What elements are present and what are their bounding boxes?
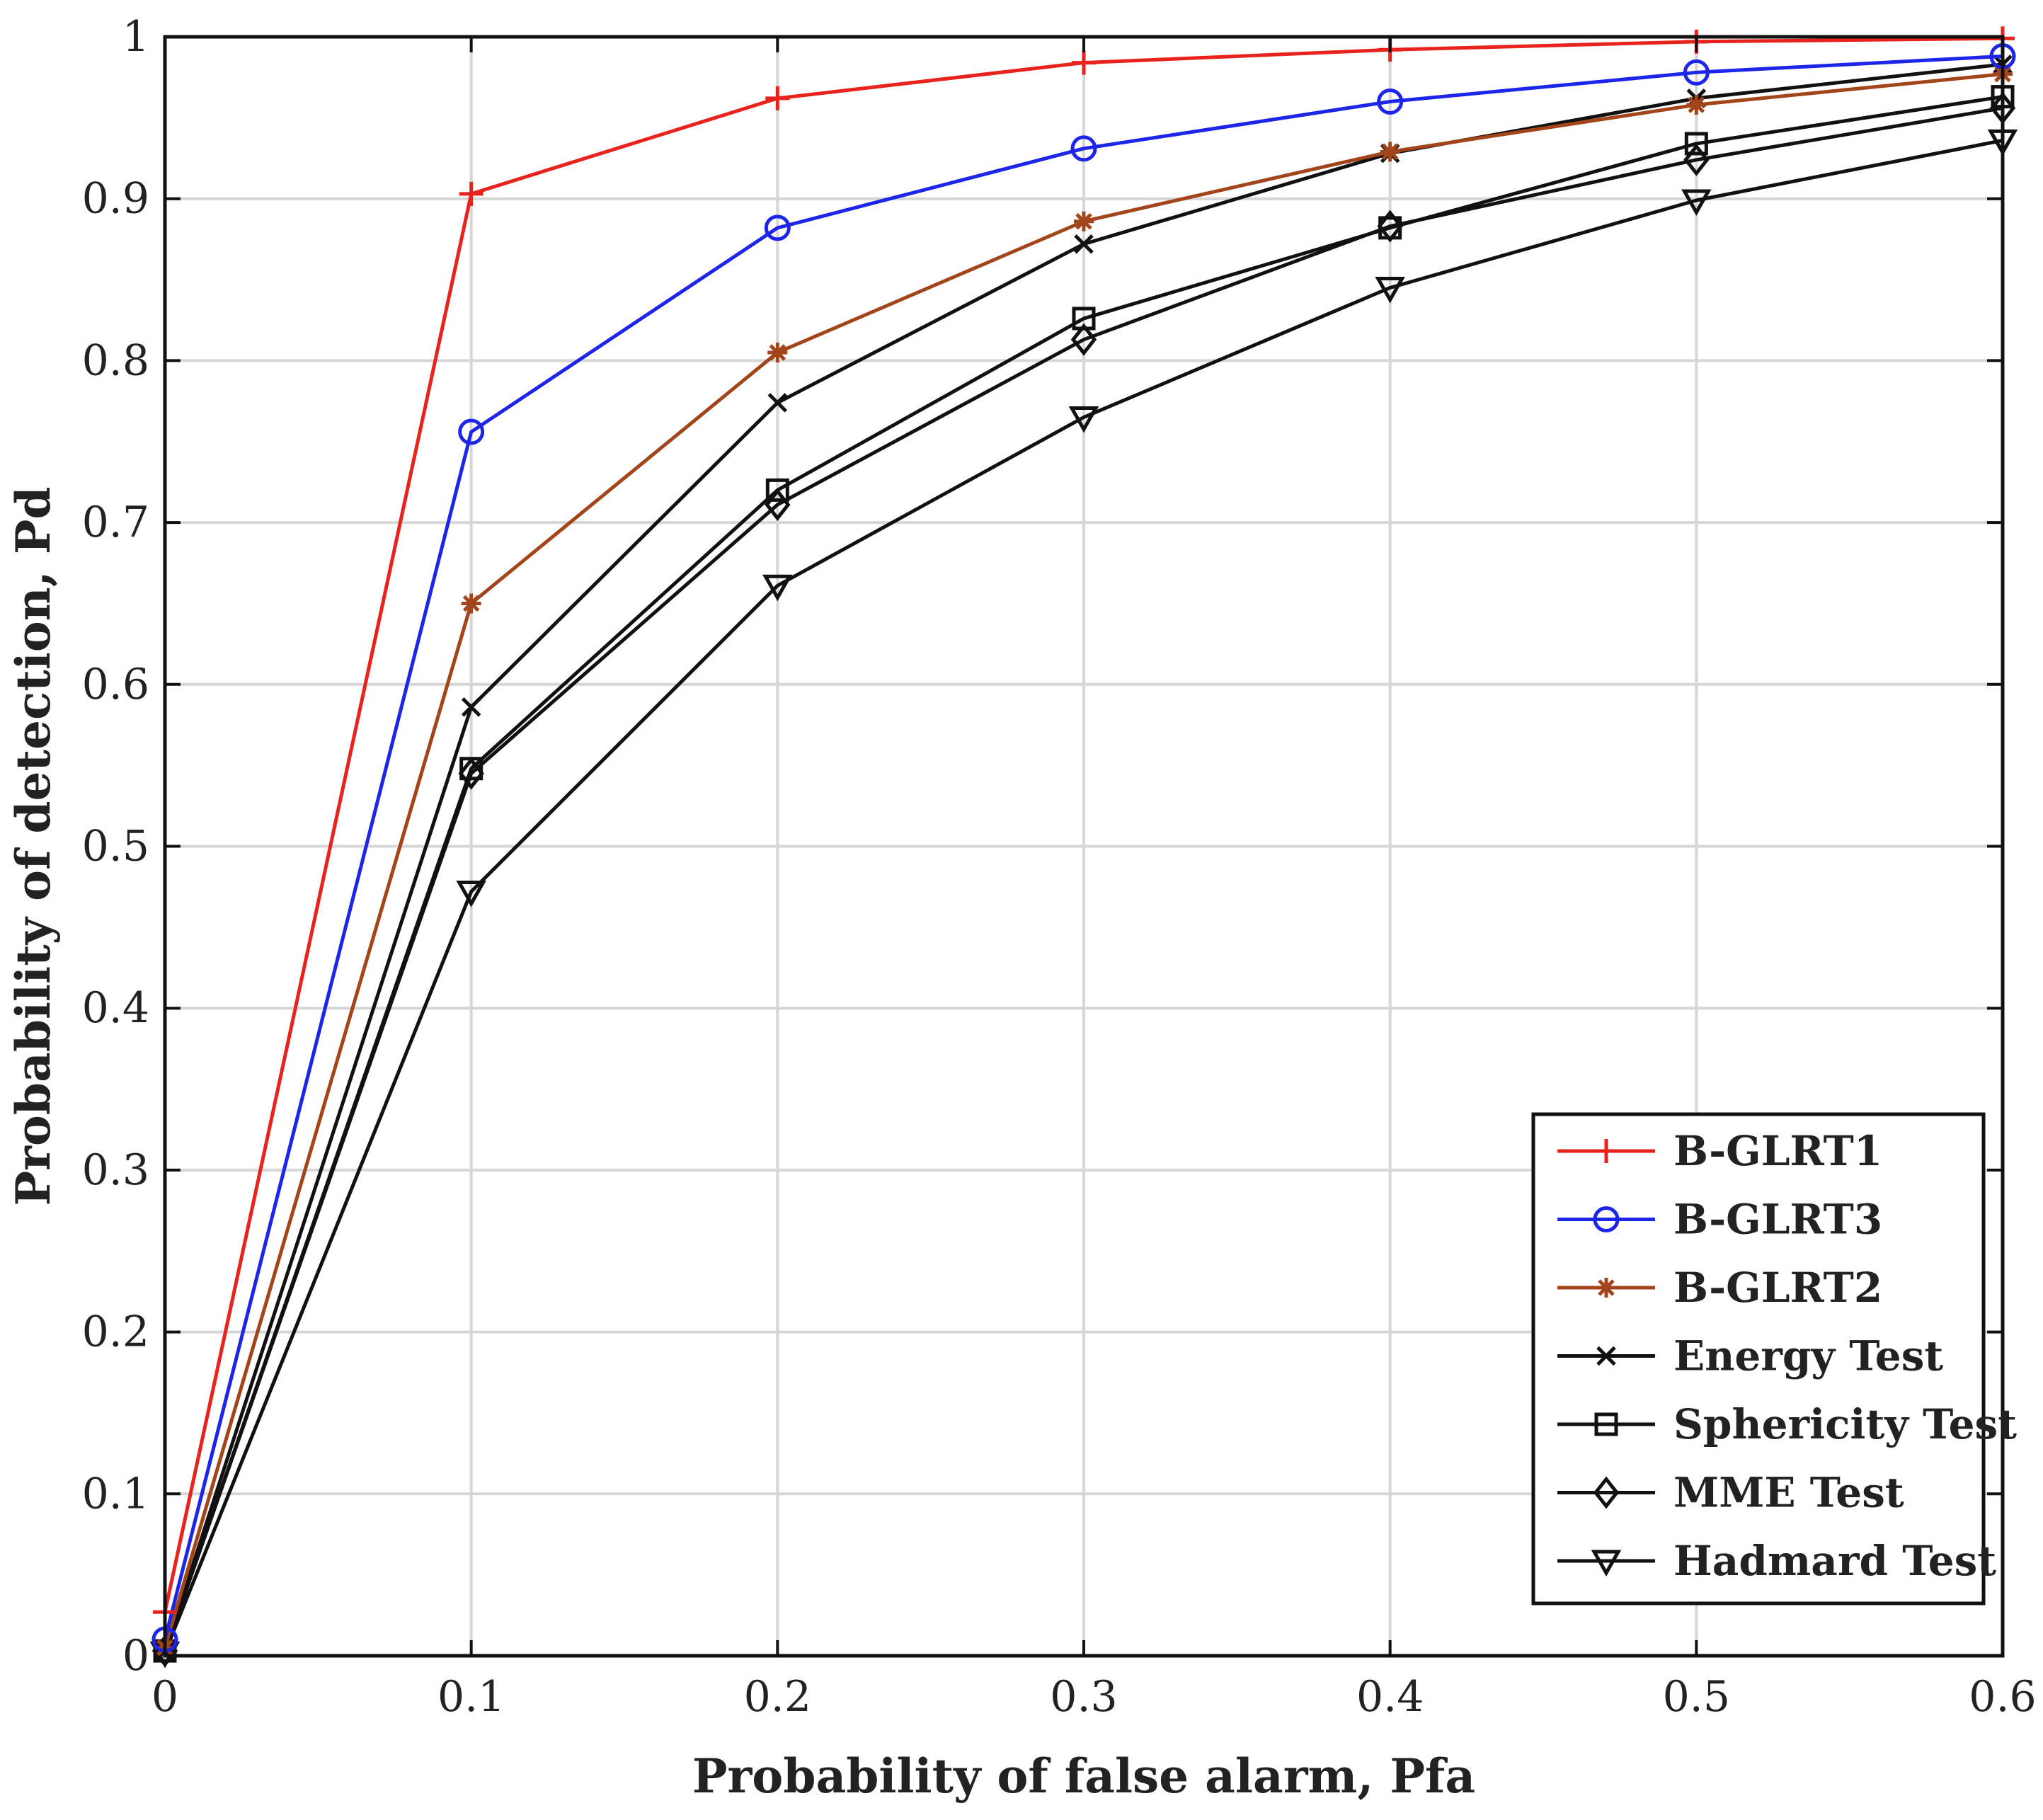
y-tick-label: 0 bbox=[122, 1631, 149, 1681]
data-point-mme-test bbox=[1070, 323, 1097, 356]
legend-entry-b-glrt3: B-GLRT3 bbox=[1557, 1196, 1882, 1244]
data-point-sphericity-test bbox=[1072, 307, 1096, 331]
data-point-hadmard-test bbox=[456, 881, 486, 908]
data-point-b-glrt2 bbox=[461, 593, 481, 614]
series-line-b-glrt3 bbox=[163, 54, 2003, 1640]
x-tick-label: 0.2 bbox=[744, 1672, 811, 1722]
y-tick-label: 0.8 bbox=[82, 336, 149, 385]
data-point-sphericity-test bbox=[1684, 132, 1708, 156]
series-line-hadmard-test bbox=[163, 138, 2003, 1654]
axis-ticks: 0 0.1 0.2 0.3 0.4 0.5 0.6 0 0.1 0.2 0.3 0.4 0.5 0.6 0.… bbox=[82, 12, 2037, 1722]
series-line-sphericity-test bbox=[163, 95, 2003, 1652]
y-tick-label: 1 bbox=[122, 12, 149, 62]
legend-label: MME Test bbox=[1673, 1469, 1904, 1517]
legend-label: B-GLRT3 bbox=[1673, 1196, 1882, 1244]
data-point-mme-test bbox=[1683, 143, 1710, 176]
legend-marker bbox=[1596, 1346, 1616, 1366]
data-point-b-glrt3 bbox=[458, 418, 485, 445]
x-tick-label: 0.6 bbox=[1969, 1672, 2036, 1722]
data-point-sphericity-test bbox=[1378, 216, 1402, 240]
data-point-b-glrt1 bbox=[459, 181, 483, 206]
data-point-hadmard-test bbox=[1375, 276, 1405, 304]
data-point-hadmard-test bbox=[762, 574, 793, 602]
legend-label: B-GLRT2 bbox=[1673, 1264, 1882, 1312]
data-point-energy-test bbox=[461, 697, 481, 717]
data-point-b-glrt2 bbox=[1686, 95, 1707, 115]
series-sphericity-test bbox=[153, 85, 2015, 1663]
data-point-sphericity-test bbox=[765, 478, 789, 502]
legend-entry-hadmard-test: Hadmard Test bbox=[1557, 1537, 1996, 1585]
x-tick-label: 0.1 bbox=[437, 1672, 505, 1722]
data-point-b-glrt2 bbox=[767, 342, 788, 362]
data-point-sphericity-test bbox=[459, 757, 483, 781]
data-point-b-glrt3 bbox=[764, 214, 791, 241]
grid-lines bbox=[165, 37, 2003, 1656]
data-point-b-glrt3 bbox=[1070, 135, 1097, 162]
legend-marker bbox=[1591, 1550, 1622, 1577]
legend-label: Energy Test bbox=[1673, 1332, 1943, 1380]
data-point-hadmard-test bbox=[1068, 406, 1099, 433]
legend-marker bbox=[1594, 1412, 1618, 1436]
legend-label: B-GLRT1 bbox=[1673, 1127, 1882, 1175]
legend-entry-b-glrt2: B-GLRT2 bbox=[1557, 1264, 1882, 1312]
x-tick-label: 0.4 bbox=[1356, 1672, 1424, 1722]
data-point-hadmard-test bbox=[1681, 189, 1712, 217]
y-tick-label: 0.9 bbox=[82, 174, 149, 224]
data-point-energy-test bbox=[1074, 234, 1094, 254]
y-tick-label: 0.5 bbox=[82, 822, 149, 871]
data-point-energy-test bbox=[767, 393, 788, 413]
y-tick-label: 0.7 bbox=[82, 498, 149, 547]
y-tick-label: 0.1 bbox=[82, 1469, 149, 1518]
x-tick-label: 0.5 bbox=[1663, 1672, 1730, 1722]
y-tick-label: 0.2 bbox=[82, 1307, 149, 1357]
series-b-glrt3 bbox=[151, 42, 2016, 1653]
x-tick-label: 0.3 bbox=[1050, 1672, 1117, 1722]
data-point-b-glrt2 bbox=[1380, 142, 1400, 162]
data-point-b-glrt3 bbox=[1683, 59, 1710, 86]
x-axis-label: Probability of false alarm, Pfa bbox=[692, 1749, 1475, 1804]
legend-label: Sphericity Test bbox=[1673, 1400, 2017, 1448]
data-point-b-glrt1 bbox=[1072, 50, 1096, 75]
data-point-mme-test bbox=[458, 757, 484, 790]
legend-entry-b-glrt1: B-GLRT1 bbox=[1557, 1127, 1882, 1175]
legend-marker bbox=[1596, 1278, 1616, 1298]
legend-marker bbox=[1593, 1476, 1620, 1509]
legend-entry-sphericity-test: Sphericity Test bbox=[1557, 1400, 2017, 1448]
data-point-b-glrt1 bbox=[765, 86, 790, 110]
data-point-b-glrt3 bbox=[1377, 88, 1404, 115]
legend-entry-mme-test: MME Test bbox=[1557, 1469, 1904, 1517]
data-point-b-glrt2 bbox=[1074, 211, 1094, 231]
legend: B-GLRT1 B-GLRT3 B-GLRT2 Energy Test Spherici… bbox=[1531, 1112, 2017, 1606]
y-tick-label: 0.6 bbox=[82, 660, 149, 709]
data-point-mme-test bbox=[1377, 210, 1403, 243]
legend-marker bbox=[1593, 1206, 1620, 1232]
legend-entry-energy-test: Energy Test bbox=[1557, 1332, 1943, 1380]
legend-label: Hadmard Test bbox=[1673, 1537, 1996, 1585]
y-axis-label: Probability of detection, Pd bbox=[6, 486, 61, 1206]
y-tick-label: 0.3 bbox=[82, 1145, 149, 1195]
x-tick-label: 0 bbox=[151, 1672, 178, 1722]
y-tick-label: 0.4 bbox=[82, 983, 149, 1033]
legend-marker bbox=[1594, 1139, 1618, 1163]
